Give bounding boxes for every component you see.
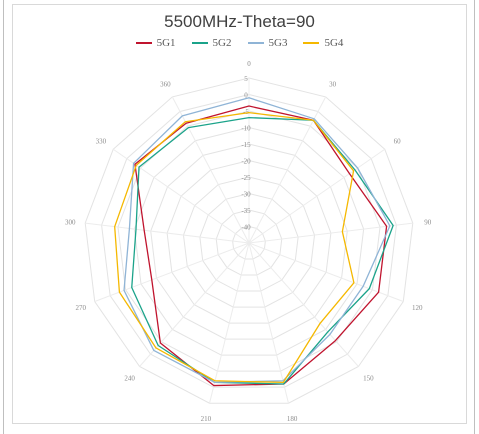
series-line-5g1 — [134, 105, 388, 387]
chart-title: 5500MHz-Theta=90 — [164, 12, 315, 31]
radial-tick-label: 0 — [244, 92, 248, 100]
angle-label: 180 — [287, 415, 298, 423]
chart-frame — [12, 4, 467, 424]
grid-ring — [150, 143, 348, 340]
chart-legend: 5G1 5G2 5G3 5G4 — [0, 37, 479, 49]
grid-ring — [101, 93, 397, 388]
angle-label: 150 — [363, 375, 374, 383]
grid-spoke — [85, 222, 250, 244]
radial-tick-label: -25 — [241, 174, 251, 182]
legend-swatch-5g2 — [191, 42, 208, 44]
grid-spoke — [209, 242, 250, 404]
grid-spoke — [248, 222, 413, 244]
radial-tick-label: 5 — [244, 75, 248, 83]
radial-tick-label: -5 — [243, 108, 249, 116]
series-line-5g2 — [131, 116, 394, 385]
angle-label: 270 — [75, 304, 86, 312]
angle-label: 210 — [201, 415, 212, 423]
grid-spoke — [171, 96, 250, 244]
left-border-line — [3, 0, 4, 434]
radial-tick-label: -30 — [241, 191, 251, 199]
angle-label: 360 — [160, 81, 171, 89]
angle-label: 240 — [124, 375, 135, 383]
grid-ring — [182, 176, 316, 308]
grid-ring — [215, 209, 283, 276]
grid-spoke — [248, 148, 386, 244]
grid-ring — [232, 225, 266, 260]
legend-item-5g3: 5G3 — [247, 37, 288, 49]
legend-label-5g4: 5G4 — [324, 37, 344, 49]
legend-label-5g2: 5G2 — [212, 37, 232, 49]
radial-tick-label: -20 — [241, 158, 251, 166]
legend-label-5g3: 5G3 — [268, 37, 288, 49]
grid-spoke — [248, 242, 359, 367]
grid-ring — [133, 126, 365, 356]
legend-item-5g2: 5G2 — [191, 37, 232, 49]
grid-spoke — [248, 242, 404, 302]
radial-tick-label: -35 — [241, 207, 251, 215]
legend-swatch-5g1 — [135, 42, 152, 44]
legend-item-5g1: 5G1 — [135, 37, 176, 49]
angle-label: 120 — [412, 304, 423, 312]
grid-ring — [199, 192, 299, 292]
grid-spoke — [248, 242, 289, 404]
legend-swatch-5g4 — [303, 42, 320, 44]
radial-tick-label: -40 — [241, 224, 251, 232]
legend-item-5g4: 5G4 — [303, 37, 343, 49]
angle-label: 330 — [96, 138, 107, 146]
angle-label: 300 — [65, 218, 76, 226]
radial-tick-label: -10 — [241, 125, 251, 133]
angle-label: 90 — [424, 218, 432, 226]
angle-label: 60 — [394, 138, 402, 146]
grid-ring — [84, 77, 414, 404]
legend-label-5g1: 5G1 — [156, 37, 176, 49]
legend-swatch-5g3 — [247, 42, 264, 44]
angle-label: 30 — [329, 81, 337, 89]
grid-spoke — [248, 96, 327, 244]
grid-ring — [166, 159, 332, 324]
series-line-5g4 — [114, 112, 355, 384]
grid-spoke — [94, 242, 250, 302]
right-border-line — [474, 0, 475, 434]
radial-tick-label: -15 — [241, 141, 251, 149]
angle-label: 0 — [247, 60, 251, 68]
